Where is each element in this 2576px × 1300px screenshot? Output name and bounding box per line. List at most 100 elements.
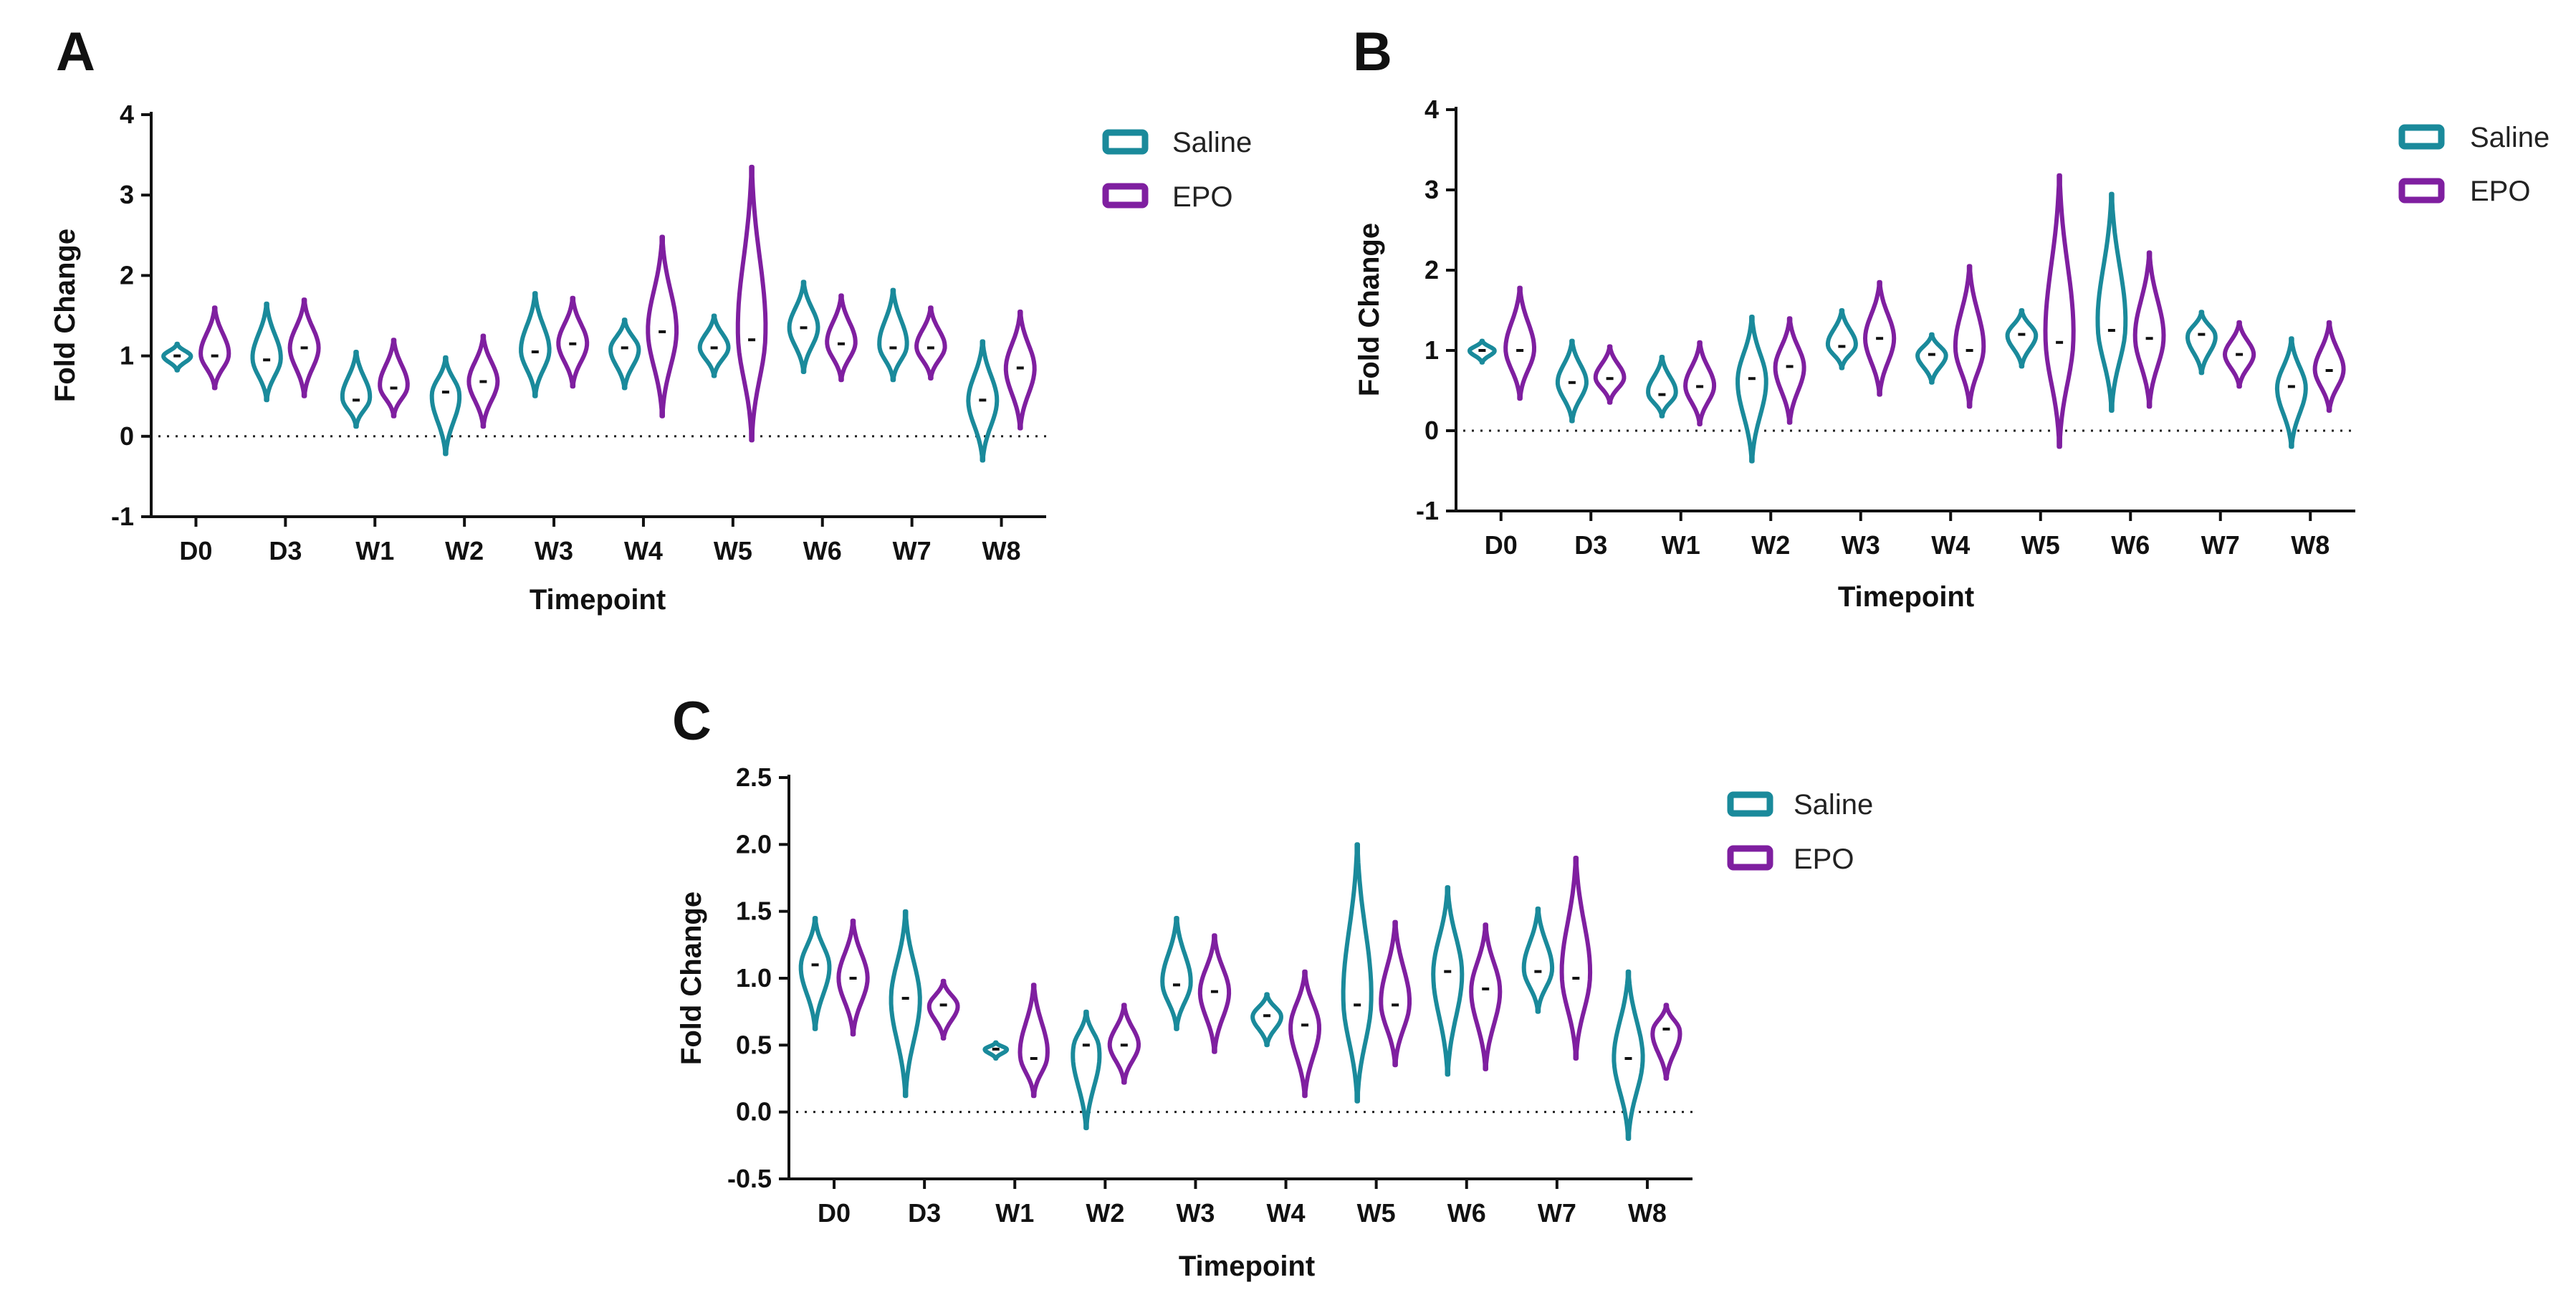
violin-saline: [1071, 1009, 1102, 1131]
x-tick-label: D0: [1485, 530, 1518, 560]
x-tick-label: W5: [714, 536, 752, 565]
x-tick-label: W8: [1628, 1198, 1667, 1228]
violin-epo: [1650, 1003, 1682, 1081]
y-tick-label: 2.5: [736, 763, 772, 792]
x-tick-label: W6: [1447, 1198, 1486, 1228]
violin-epo: [1018, 983, 1050, 1099]
x-tick-label: W4: [624, 536, 663, 565]
violin-epo: [1863, 279, 1897, 397]
x-tick-label: W3: [535, 536, 573, 565]
x-tick-label: W7: [1538, 1198, 1576, 1228]
violin-epo: [1107, 1003, 1141, 1085]
violin-epo: [2223, 320, 2256, 389]
violin-saline: [1467, 338, 1497, 365]
legend-swatch-saline: [1102, 129, 1149, 155]
y-tick-label: 3: [120, 180, 134, 209]
y-tick-label: 0: [120, 421, 134, 451]
legend-swatch-epo: [1727, 845, 1773, 871]
legend: Saline EPO: [1102, 127, 1252, 213]
x-tick-label: W1: [355, 536, 394, 565]
legend: Saline EPO: [1727, 789, 1873, 875]
x-axis-title: Timepoint: [1179, 1251, 1315, 1282]
violin-saline: [2005, 308, 2039, 369]
violin-plot-c: -0.5 0.0 0.5 1.0 1.5 2.0 2.5 D0 D3 W1 W2 W3 W4 W5 W6 W7…: [727, 763, 1692, 1228]
x-tick-label: W4: [1931, 530, 1970, 560]
x-tick-label: W6: [2111, 530, 2150, 560]
violin-saline: [161, 341, 193, 373]
legend-swatch-saline: [1727, 791, 1773, 817]
legend-swatch-epo: [1102, 183, 1149, 209]
x-axis-title: Timepoint: [530, 584, 666, 616]
violin-epo: [1683, 340, 1717, 426]
violin-plot-b: -1 0 1 2 3 4 D0 D3 W1 W2 W3 W4 W5 W6 W7 W8: [1416, 95, 2355, 560]
y-tick-label: -1: [111, 502, 134, 531]
y-tick-label: 4: [120, 100, 134, 129]
violin-epo: [1953, 264, 1986, 409]
violin-epo: [2132, 250, 2166, 409]
legend: Saline EPO: [2398, 122, 2549, 207]
violin-saline: [1735, 315, 1768, 464]
x-tick-label: D0: [818, 1198, 851, 1228]
violin-epo: [466, 333, 500, 429]
violin-epo: [287, 297, 321, 398]
violin-saline: [1431, 885, 1465, 1077]
legend-label-epo: EPO: [2470, 176, 2530, 207]
violin-epo: [646, 234, 679, 419]
panel-c: C -0.5 0.0 0.5 1.0 1.5 2.0 2.5 D0 D3 W1 W2 W3 W4 W5 W6…: [672, 691, 1873, 1282]
violin-saline: [787, 279, 820, 374]
y-tick-label: -1: [1416, 496, 1439, 525]
x-tick-label: W6: [803, 536, 842, 565]
panel-letter: A: [56, 21, 95, 82]
violin-plot-a: -1 0 1 2 3 4 D0 D3 W1 W2 W3 W4 W5 W6 W7 W8: [111, 100, 1046, 565]
panel-b: B -1 0 1 2 3 4 D0 D3 W1 W2 W3 W4 W5 W6 W7 W8 Fold Chang…: [1353, 21, 2549, 613]
x-tick-label: D0: [179, 536, 212, 565]
violin-epo: [1559, 856, 1593, 1061]
x-tick-label: W1: [1662, 530, 1700, 560]
violin-saline: [798, 916, 832, 1031]
panel-a: A -1 0 1 2 3 4 D0 D3 W1 W2 W3 W4 W5 W6 W7 W8 Fold Chang…: [49, 21, 1252, 616]
legend-label-saline: Saline: [2470, 122, 2549, 153]
y-tick-label: 0.0: [736, 1097, 772, 1127]
violin-epo: [1503, 285, 1536, 401]
violin-epo: [1379, 919, 1412, 1068]
y-tick-label: 1.5: [736, 897, 772, 926]
violin-epo: [2043, 173, 2076, 449]
legend-swatch-epo: [2398, 178, 2445, 204]
x-tick-label: D3: [269, 536, 302, 565]
violin-saline: [608, 317, 641, 391]
x-tick-label: D3: [1574, 530, 1607, 560]
violin-epo: [1197, 933, 1232, 1054]
panel-letter: C: [672, 691, 712, 752]
y-tick-label: 1.0: [736, 963, 772, 993]
x-tick-label: D3: [908, 1198, 941, 1228]
legend-swatch-saline: [2398, 124, 2445, 150]
violin-saline: [1555, 338, 1589, 424]
x-tick-label: W5: [2021, 530, 2060, 560]
violin-saline: [250, 301, 283, 403]
panel-letter: B: [1353, 21, 1392, 82]
violin-saline: [429, 355, 462, 457]
y-tick-label: 0: [1425, 416, 1439, 445]
x-tick-label: W2: [1086, 1198, 1124, 1228]
x-tick-label: W7: [893, 536, 932, 565]
y-tick-label: -0.5: [727, 1164, 772, 1193]
x-tick-label: W7: [2201, 530, 2240, 560]
violin-epo: [735, 164, 768, 443]
y-tick-label: 2: [120, 260, 134, 290]
violin-epo: [836, 918, 870, 1037]
x-tick-label: W4: [1267, 1198, 1306, 1228]
legend-label-saline: Saline: [1172, 127, 1252, 158]
x-axis-title: Timepoint: [1838, 581, 1974, 613]
violin-epo: [2312, 320, 2346, 413]
x-tick-label: W8: [2291, 530, 2330, 560]
violin-saline: [1341, 842, 1374, 1104]
violin-epo: [825, 293, 858, 383]
violin-epo: [1469, 922, 1503, 1071]
violin-saline: [1521, 906, 1555, 1014]
violin-saline: [1612, 969, 1645, 1141]
y-tick-label: 0.5: [736, 1030, 772, 1059]
y-tick-label: 2.0: [736, 829, 772, 859]
legend-label-epo: EPO: [1172, 181, 1232, 213]
y-tick-label: 3: [1425, 175, 1439, 204]
